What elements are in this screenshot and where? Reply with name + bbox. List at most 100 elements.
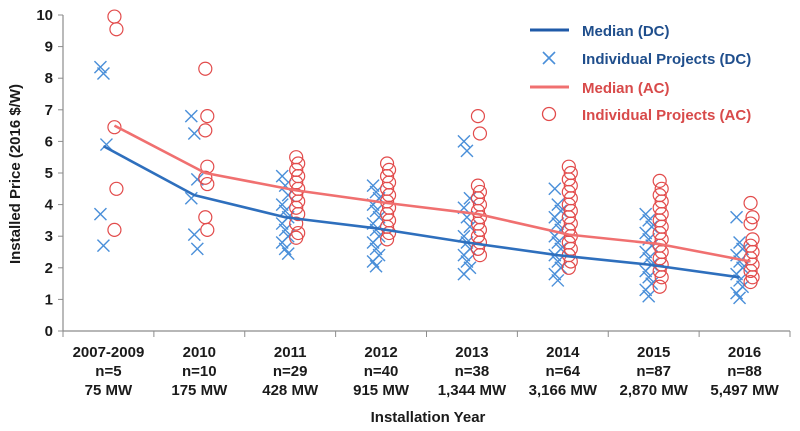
- ac-project-point: [743, 216, 758, 231]
- ac-project-point: [743, 274, 758, 290]
- ac-project-point: [198, 61, 213, 76]
- y-tick-label: 10: [36, 7, 53, 24]
- dc-project-point: [275, 236, 289, 250]
- category-label-mw: 5,497 MW: [710, 382, 779, 399]
- y-tick-label: 5: [45, 165, 53, 182]
- median-ac-line: [113, 124, 751, 263]
- legend-x-marker-icon: [542, 51, 556, 65]
- dc-project-point: [278, 223, 292, 237]
- ac-project-point: [200, 222, 215, 237]
- dc-project-point: [551, 254, 565, 268]
- ac-project-point: [109, 22, 124, 37]
- category-label-n: n=64: [546, 363, 581, 380]
- x-axis-title: Installation Year: [371, 409, 486, 426]
- axes: 0 1 2 3 4 5 6 7 8 9 10 2007-2009 n=5 75 MW 2010 n=10 175…: [36, 7, 791, 399]
- legend-median-dc-label: Median (DC): [582, 23, 670, 40]
- ac-project-point: [743, 195, 758, 211]
- ac-project-point: [198, 170, 213, 185]
- dc-project-point: [457, 267, 471, 281]
- y-tick-label: 7: [45, 102, 53, 119]
- ac-project-point: [472, 248, 488, 263]
- category-label-mw: 175 MW: [171, 382, 228, 399]
- y-tick-label: 6: [45, 133, 53, 150]
- category-label-n: n=40: [364, 363, 399, 380]
- dc-project-point: [642, 213, 656, 227]
- category-label-mw: 2,870 MW: [620, 382, 689, 399]
- dc-project-point: [551, 236, 565, 250]
- dc-project-point: [366, 179, 380, 193]
- category-label-n: n=88: [727, 363, 762, 380]
- ac-project-point: [289, 230, 304, 245]
- ac-project-point: [652, 173, 667, 188]
- category-label-year: 2010: [183, 344, 216, 361]
- ac-project-point: [289, 200, 304, 215]
- ac-project-point: [198, 210, 213, 225]
- dc-project-point: [639, 207, 653, 221]
- y-tick-label: 1: [45, 291, 53, 308]
- ac-project-point: [107, 222, 122, 237]
- ac-project-point: [470, 241, 486, 256]
- category-label-year: 2007-2009: [73, 344, 145, 361]
- dc-project-point: [93, 207, 107, 221]
- dc-project-point: [639, 226, 653, 240]
- dc-project-point: [460, 254, 474, 268]
- dc-project-point: [642, 289, 656, 303]
- dc-project-point: [369, 242, 383, 256]
- dc-project-point: [366, 236, 380, 250]
- dc-project-point: [548, 182, 562, 196]
- category-label-mw: 1,344 MW: [438, 382, 507, 399]
- dc-project-point: [275, 169, 289, 183]
- category-label-year: 2012: [364, 344, 397, 361]
- ac-project-point: [200, 109, 215, 124]
- category-label-n: n=10: [182, 363, 217, 380]
- y-tick-label: 2: [45, 260, 53, 277]
- dc-project-point: [642, 251, 656, 265]
- category-label-mw: 915 MW: [353, 382, 410, 399]
- ac-project-point: [198, 123, 213, 138]
- dc-project-point: [457, 248, 471, 262]
- ac-project-point: [563, 254, 578, 269]
- ac-project-point: [381, 225, 397, 241]
- dc-project-point: [551, 273, 565, 287]
- dc-project-point: [730, 210, 744, 224]
- y-tick-label: 8: [45, 70, 53, 87]
- category-label-year: 2013: [455, 344, 488, 361]
- dc-project-point: [96, 239, 110, 253]
- ac-project-point: [379, 232, 395, 247]
- category-label-n: n=38: [455, 363, 490, 380]
- dc-project-point: [93, 60, 107, 74]
- ac-project-point: [107, 120, 122, 135]
- category-label-mw: 3,166 MW: [529, 382, 598, 399]
- legend-individual-ac-label: Individual Projects (AC): [582, 107, 751, 124]
- y-tick-label: 4: [45, 197, 54, 214]
- dc-project-point: [639, 245, 653, 259]
- dc-project-point: [642, 270, 656, 284]
- dc-project-point: [551, 198, 565, 212]
- dc-project-point: [281, 247, 295, 261]
- ac-project-point: [745, 210, 760, 225]
- dc-project-point: [639, 283, 653, 297]
- category-label-year: 2016: [728, 344, 761, 361]
- ac-project-point: [470, 109, 486, 124]
- dc-project-point: [184, 109, 198, 123]
- ac-project-point: [561, 260, 576, 275]
- category-label-year: 2014: [546, 344, 580, 361]
- plot-area: [93, 9, 760, 305]
- ac-project-point: [652, 279, 667, 294]
- ac-project-point: [109, 181, 124, 196]
- dc-project-point: [96, 66, 110, 80]
- legend-median-ac-label: Median (AC): [582, 80, 670, 97]
- legend-circle-marker-icon: [541, 106, 557, 122]
- category-label-n: n=87: [636, 363, 671, 380]
- ac-project-point: [652, 263, 667, 279]
- dc-project-point: [639, 264, 653, 278]
- dc-project-point: [460, 144, 474, 158]
- y-tick-label: 3: [45, 228, 53, 245]
- category-label-mw: 75 MW: [85, 382, 133, 399]
- dc-project-point: [548, 267, 562, 281]
- dc-project-point: [275, 198, 289, 212]
- category-label-n: n=29: [273, 363, 308, 380]
- legend: Median (DC) Individual Projects (DC) Med…: [519, 10, 769, 126]
- dc-project-point: [457, 134, 471, 148]
